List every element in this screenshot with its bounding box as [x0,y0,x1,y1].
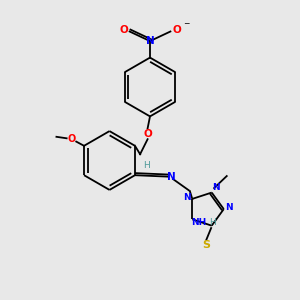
Text: N: N [146,36,154,46]
Text: N: N [212,183,220,192]
Text: −: − [183,20,189,28]
Text: S: S [202,240,210,250]
Text: NH: NH [191,218,206,227]
Text: H: H [144,161,150,170]
Text: O: O [143,129,152,139]
Text: H: H [209,218,216,227]
Text: O: O [172,25,181,35]
Text: N: N [183,193,191,202]
Text: N: N [167,172,175,182]
Text: O: O [120,25,129,35]
Text: O: O [68,134,76,144]
Text: N: N [225,203,233,212]
